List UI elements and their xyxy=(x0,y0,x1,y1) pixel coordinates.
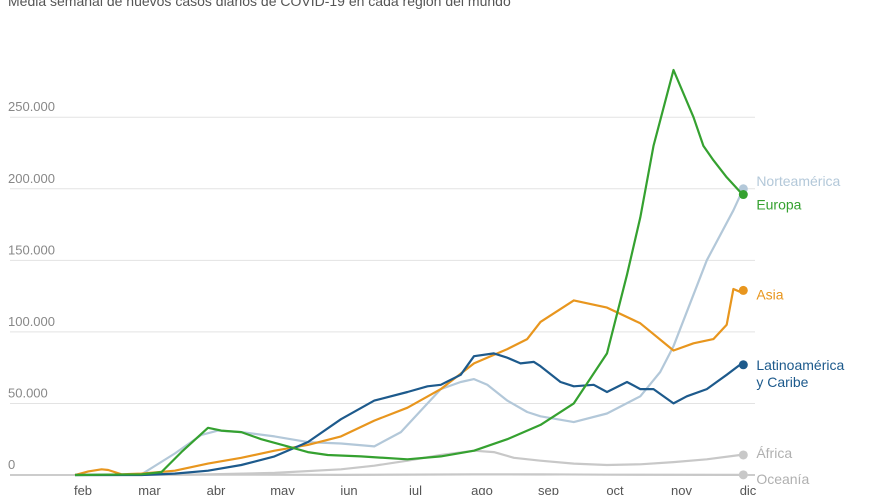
series-line-europa xyxy=(74,68,745,477)
x-tick-label: dic xyxy=(740,483,757,495)
series-lines xyxy=(74,68,748,480)
x-tick-label: jun xyxy=(339,483,357,495)
chart-subtitle: Media semanal de nuevos casos diarios de… xyxy=(8,0,511,9)
series-label: Asia xyxy=(756,286,783,302)
x-tick-label: oct xyxy=(606,483,624,495)
y-tick-label: 0 xyxy=(8,457,15,472)
x-tick-label: ago xyxy=(471,483,493,495)
x-tick-label: sep xyxy=(538,483,559,495)
series-end-point xyxy=(738,450,748,460)
y-tick-label: 100.000 xyxy=(8,314,55,329)
x-tick-label: mar xyxy=(138,483,161,495)
gridlines xyxy=(10,116,755,476)
series-label: Latinoamérica y Caribe xyxy=(756,357,844,390)
x-tick-label: jul xyxy=(408,483,422,495)
x-tick-label: feb xyxy=(74,483,92,495)
series-label: África xyxy=(756,445,792,461)
series-label: Europa xyxy=(756,197,801,213)
series-end-point xyxy=(738,285,748,295)
x-tick-label: abr xyxy=(207,483,226,495)
series-end-point xyxy=(738,360,748,370)
series-line-ocean-a xyxy=(74,473,744,477)
series-end-point xyxy=(738,190,748,200)
x-axis-ticks: feb mar abr may jun jul ago sep oct nov dic xyxy=(74,483,757,495)
series-label: Oceanía xyxy=(756,471,809,487)
x-tick-label: may xyxy=(270,483,295,495)
y-tick-label: 50.000 xyxy=(8,385,48,400)
y-tick-label: 250.000 xyxy=(8,99,55,114)
series-line--frica xyxy=(74,449,744,477)
series-line-asia xyxy=(74,287,744,477)
x-tick-label: nov xyxy=(671,483,692,495)
y-axis-ticks: 0 50.000 100.000 150.000 200.000 250.000 xyxy=(8,99,55,472)
y-tick-label: 150.000 xyxy=(8,242,55,257)
series-line-latinoam-rica-y-caribe xyxy=(75,352,744,477)
y-tick-label: 200.000 xyxy=(8,171,55,186)
series-label: Norteamérica xyxy=(756,173,840,189)
series-end-point xyxy=(738,470,748,480)
series-labels: Norteamérica Europa Asia Latinoamérica y Car… xyxy=(756,173,844,487)
